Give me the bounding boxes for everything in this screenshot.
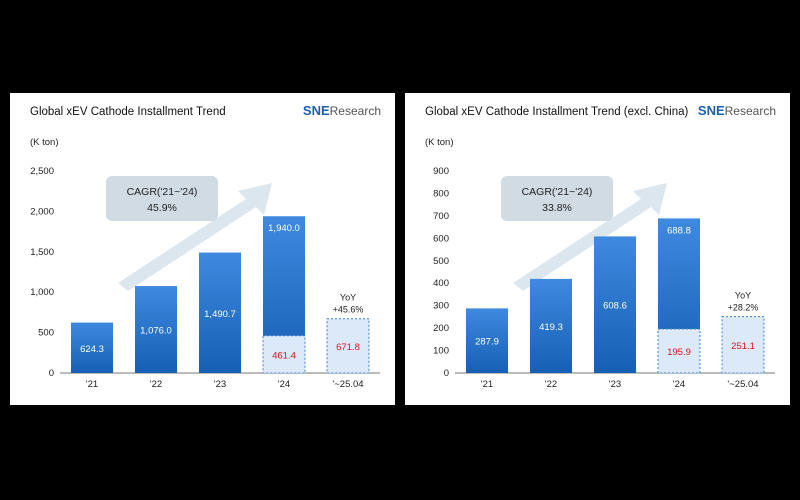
x-tick-label: '22 [545,379,557,390]
y-tick-label: 500 [433,256,449,267]
sne-research-logo: SNEResearch [303,103,381,118]
y-tick-label: 700 [433,211,449,222]
logo-brand: SNE [697,103,725,118]
bar [530,278,572,373]
logo-brand: SNE [302,103,330,118]
cagr-label: CAGR('21~'24) [522,186,593,198]
bar-ytd [721,316,765,374]
yoy-value: +45.6% [333,305,364,315]
bar-value-label: 251.1 [731,341,755,352]
bar-chart-global: (K ton) 0 500 1,000 1,500 2,000 2,500 CAGR('21~… [30,137,380,390]
chart-panel-global: Global xEV Cathode Installment Trend SNE… [10,93,395,405]
x-tick-label: '23 [214,379,226,390]
chart-title: Global xEV Cathode Installment Trend [30,106,226,118]
x-tick-label: '21 [86,379,98,390]
sne-research-logo: SNEResearch [698,103,776,118]
x-tick-label: '24 [673,379,685,390]
bar-value-label: 1,940.0 [268,223,300,234]
x-tick-label: '24 [278,379,290,390]
trend-arrow [118,183,272,291]
bar [135,286,177,373]
logo-suffix: Research [724,104,776,118]
bar [466,308,508,373]
bar-value-label: 671.8 [336,342,360,353]
yoy-label: YoY [735,291,751,301]
chart-panel-excl-china: Global xEV Cathode Installment Trend (ex… [405,93,790,405]
bar-value-label: 624.3 [80,344,104,355]
cagr-box [501,176,613,221]
cagr-value: 45.9% [147,202,177,214]
y-tick-label: 900 [433,166,449,177]
bar-ytd [326,318,370,374]
x-tick-label: '22 [150,379,162,390]
partial-value-label: 195.9 [667,347,691,358]
y-tick-label: 1,500 [30,247,54,258]
chart-title: Global xEV Cathode Installment Trend (ex… [425,106,689,118]
y-tick-label: 500 [38,328,54,339]
cagr-value: 33.8% [542,202,572,214]
partial-value-label: 461.4 [272,350,296,361]
bar [199,252,241,373]
bar-value-label: 1,490.7 [204,309,236,320]
bar-partial-segment [262,335,306,374]
y-tick-label: 2,000 [30,206,54,217]
x-tick-label: '23 [609,379,621,390]
yoy-value: +28.2% [728,303,759,313]
bar-value-label: 1,076.0 [140,326,172,337]
bar-value-label: 287.9 [475,337,499,348]
x-tick-label: '21 [481,379,493,390]
x-tick-label: '~25.04 [727,379,758,390]
bar-value-label: 608.6 [603,301,627,312]
y-axis-unit: (K ton) [425,137,454,148]
yoy-label: YoY [340,293,356,303]
y-axis-unit: (K ton) [30,137,59,148]
x-tick-label: '~25.04 [332,379,363,390]
cagr-box [106,176,218,221]
bar-value-label: 688.8 [667,225,691,236]
y-tick-label: 800 [433,188,449,199]
y-tick-label: 200 [433,323,449,334]
y-tick-label: 0 [49,368,54,379]
cagr-label: CAGR('21~'24) [127,186,198,198]
bar-partial-segment [657,328,701,374]
bar-value-label: 419.3 [539,322,563,333]
bar [594,236,636,373]
y-tick-label: 2,500 [30,166,54,177]
logo-suffix: Research [329,104,381,118]
y-tick-label: 0 [444,368,449,379]
y-tick-label: 100 [433,346,449,357]
y-tick-label: 300 [433,301,449,312]
trend-arrow [513,183,667,291]
bar-chart-excl-china: (K ton) 0 100 200 300 400 500 600 700 800 900 CAGR(… [425,137,775,390]
y-tick-label: 400 [433,278,449,289]
y-tick-label: 1,000 [30,287,54,298]
y-tick-label: 600 [433,233,449,244]
bar [71,322,113,373]
